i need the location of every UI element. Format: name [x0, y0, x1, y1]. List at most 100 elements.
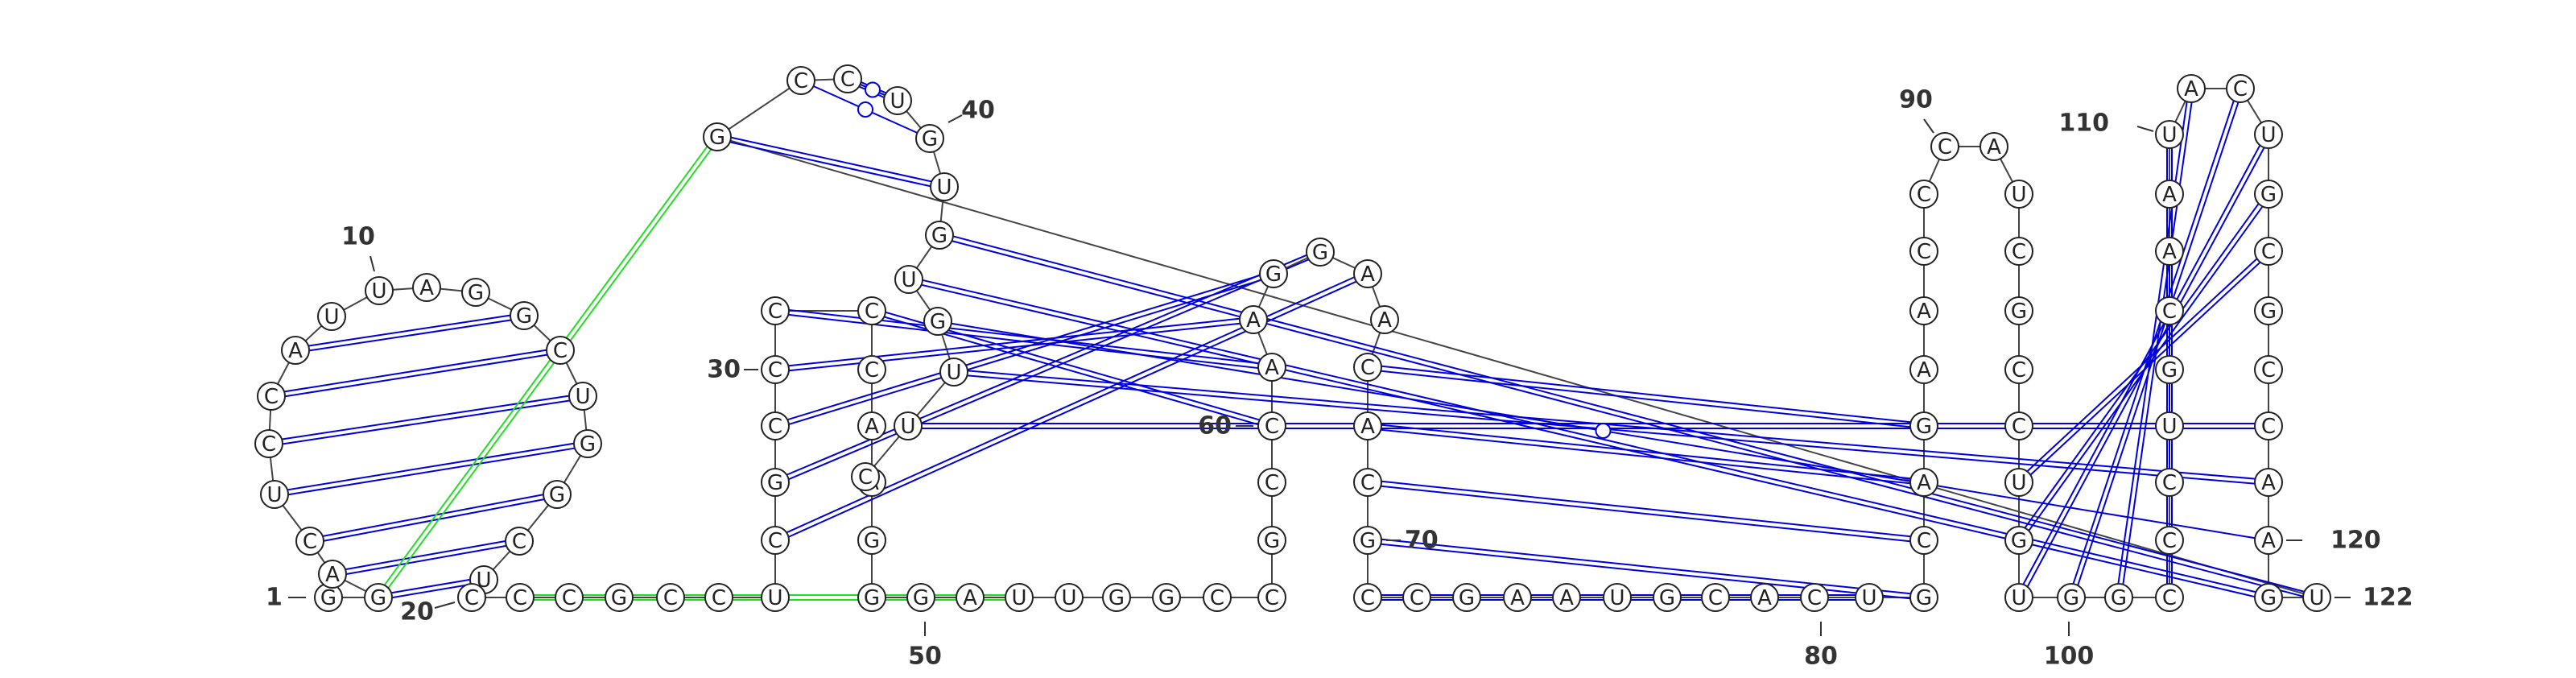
backbone-segment: [716, 136, 2318, 598]
nucleotide-letter: G: [1459, 586, 1475, 610]
nucleotide-letter: A: [2162, 240, 2177, 264]
nucleotide-letter: C: [264, 385, 279, 409]
nucleotide-letter: C: [663, 586, 678, 610]
canonical-pair: [2022, 145, 2261, 585]
nucleotide: C: [656, 583, 685, 612]
nucleotide-circle: [1909, 296, 1938, 325]
nucleotide: U: [2155, 411, 2184, 440]
nucleotide-letter: G: [370, 586, 386, 610]
nucleotide-letter: C: [1807, 586, 1822, 610]
nucleotide-letter: C: [1265, 471, 1279, 495]
canonical-pair: [287, 442, 574, 491]
nucleotide-circle: [457, 583, 486, 612]
nucleotide-letter: C: [262, 432, 276, 457]
nucleotide-letter: C: [1360, 356, 1375, 380]
nucleotide: A: [1909, 355, 1938, 384]
canonical-pair: [1381, 485, 1910, 543]
nucleotide-letter: U: [767, 586, 782, 610]
nucleotide-circle: [2302, 583, 2331, 612]
nucleotide: C: [857, 355, 886, 384]
nucleotide-letter: C: [1360, 471, 1375, 495]
nucleotide-circle: [761, 583, 790, 612]
nucleotide-circle: [2254, 120, 2283, 149]
nucleotide-circle: [2004, 468, 2033, 497]
nucleotide-letter: G: [320, 586, 336, 610]
nucleotide-letter: C: [1360, 586, 1375, 610]
nucleotide: G: [2004, 526, 2033, 555]
nucleotide-letter: U: [2309, 586, 2324, 610]
nucleotide: U: [2004, 583, 2033, 612]
nucleotide-circle: [461, 278, 490, 307]
nucleotide-circle: [254, 429, 283, 458]
canonical-pair: [322, 494, 543, 537]
nucleotide: A: [1353, 259, 1382, 288]
nucleotide-circle: [605, 583, 634, 612]
pseudoknot-pair: [383, 146, 708, 586]
nucleotide-circle: [857, 526, 886, 555]
nucleotide-letter: G: [2260, 586, 2277, 610]
nucleotide: G: [2254, 296, 2283, 325]
nucleotide-circle: [1909, 583, 1938, 612]
nucleotide-circle: [2254, 411, 2283, 440]
nucleotide-letter: A: [419, 276, 434, 300]
nucleotide-circle: [1552, 583, 1581, 612]
nucleotide: C: [2004, 237, 2033, 266]
nucleotide: A: [956, 583, 985, 612]
nucleotide-circle: [761, 526, 790, 555]
nucleotide: C: [786, 66, 815, 95]
nucleotide: C: [2004, 355, 2033, 384]
canonical-pair: [952, 235, 2305, 593]
nucleotide-letter: C: [840, 68, 855, 92]
nucleotide-letter: A: [1917, 300, 1931, 324]
nucleotide: G: [761, 468, 790, 497]
nucleotide-letter: A: [1917, 358, 1931, 382]
nucleotide-letter: A: [1987, 135, 2001, 159]
nucleotide-circle: [2155, 120, 2184, 149]
nucleotide-circle: [2004, 355, 2033, 384]
nucleotide-letter: G: [1158, 586, 1174, 610]
nucleotide: U: [761, 583, 790, 612]
canonical-pair: [884, 316, 1259, 426]
nucleotide: G: [2254, 180, 2283, 209]
nucleotide: A: [2155, 180, 2184, 209]
nucleotide-circle: [505, 527, 534, 556]
nucleotide: A: [281, 336, 310, 365]
nucleotide-letter: A: [2261, 529, 2276, 553]
canonical-pair: [2072, 100, 2235, 585]
nucleotide-letter: G: [1360, 529, 1376, 553]
nucleotide: C: [761, 526, 790, 555]
nucleotide-circle: [786, 66, 815, 95]
nucleotide: C: [2226, 74, 2255, 103]
nucleotide-letter: G: [1916, 415, 1932, 439]
nucleotide-circle: [1800, 583, 1829, 612]
canonical-pair: [391, 578, 470, 594]
nucleotide: A: [2254, 526, 2283, 555]
nucleotide: A: [1353, 411, 1382, 440]
nucleotide: A: [412, 273, 441, 302]
nucleotide-letter: U: [901, 268, 916, 292]
nucleotide: G: [1306, 238, 1335, 267]
nucleotide: G: [915, 124, 944, 153]
nucleotide-circle: [510, 301, 539, 330]
nucleotide: C: [1909, 526, 1938, 555]
nucleotide-circle: [260, 480, 289, 509]
nucleotide-letter: G: [930, 310, 946, 334]
nucleotide-circle: [1306, 238, 1335, 267]
nucleotide-letter: G: [1916, 586, 1932, 610]
nucleotide-letter: G: [516, 304, 532, 329]
nucleotide-letter: G: [709, 126, 725, 150]
nucleotide: G: [906, 583, 935, 612]
nucleotide-letter: A: [325, 563, 340, 587]
pseudoknot-pair: [387, 148, 712, 589]
nucleotide: C: [295, 527, 324, 556]
nucleotide-circle: [281, 336, 310, 365]
nucleotide-circle: [1353, 259, 1382, 288]
nucleotide-circle: [2155, 237, 2184, 266]
residue-number-label: 70: [1405, 527, 1439, 555]
nucleotide: G: [573, 429, 602, 458]
nucleotide: G: [2155, 355, 2184, 384]
nucleotide: C: [2254, 355, 2283, 384]
nucleotide: C: [1909, 180, 1938, 209]
canonical-pair: [729, 141, 931, 188]
canonical-pair: [788, 258, 1309, 481]
